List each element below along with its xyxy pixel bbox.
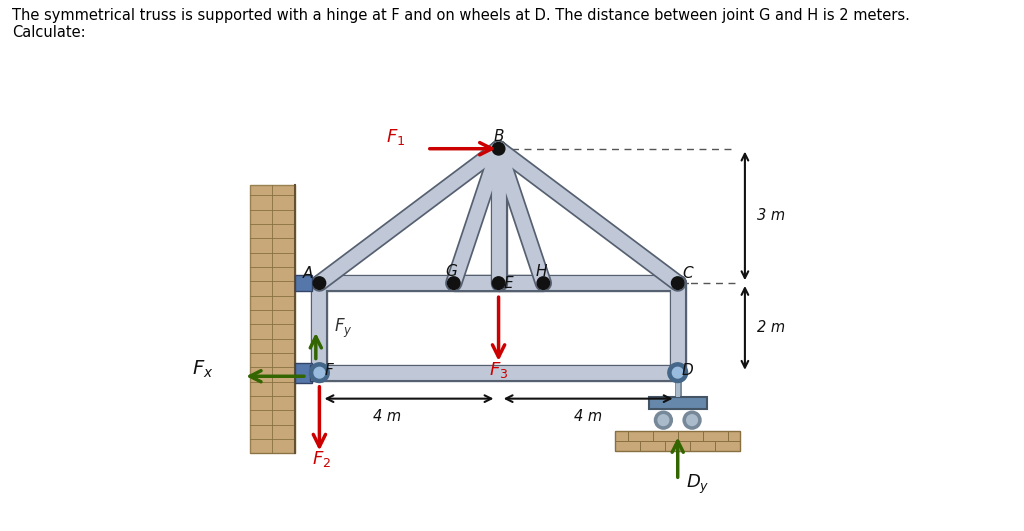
Circle shape	[683, 411, 701, 429]
Circle shape	[314, 367, 325, 378]
Bar	[250, 185, 295, 453]
Circle shape	[537, 277, 550, 289]
Bar	[615, 431, 740, 451]
Text: 2 m: 2 m	[758, 320, 785, 336]
Text: $F_3$: $F_3$	[488, 360, 508, 380]
Text: $F_x$: $F_x$	[193, 359, 214, 380]
Circle shape	[687, 415, 697, 425]
Text: 4 m: 4 m	[373, 408, 400, 424]
Text: B: B	[494, 129, 504, 144]
Text: E: E	[504, 276, 513, 290]
Text: H: H	[536, 264, 547, 279]
Circle shape	[447, 277, 460, 289]
Circle shape	[493, 277, 505, 289]
Circle shape	[654, 411, 673, 429]
Text: $F_2$: $F_2$	[312, 449, 331, 469]
Text: G: G	[445, 264, 458, 279]
Text: $D_y$: $D_y$	[686, 473, 710, 496]
Text: $F_1$: $F_1$	[386, 127, 406, 147]
Text: $F_y$: $F_y$	[334, 317, 352, 340]
Circle shape	[658, 415, 669, 425]
Text: The symmetrical truss is supported with a hinge at F and on wheels at D. The dis: The symmetrical truss is supported with …	[12, 8, 910, 40]
Circle shape	[668, 363, 687, 382]
Bar	[295, 363, 311, 382]
Circle shape	[493, 142, 505, 155]
Bar	[310, 365, 323, 381]
Bar	[648, 397, 707, 409]
Text: A: A	[303, 266, 313, 281]
Text: D: D	[682, 363, 693, 378]
Text: F: F	[325, 363, 334, 378]
Text: 3 m: 3 m	[758, 208, 785, 224]
Text: C: C	[682, 266, 693, 281]
Circle shape	[313, 277, 326, 289]
Circle shape	[673, 367, 683, 378]
Circle shape	[309, 363, 330, 382]
Circle shape	[672, 277, 684, 289]
Text: 4 m: 4 m	[574, 408, 602, 424]
Bar	[295, 275, 311, 291]
